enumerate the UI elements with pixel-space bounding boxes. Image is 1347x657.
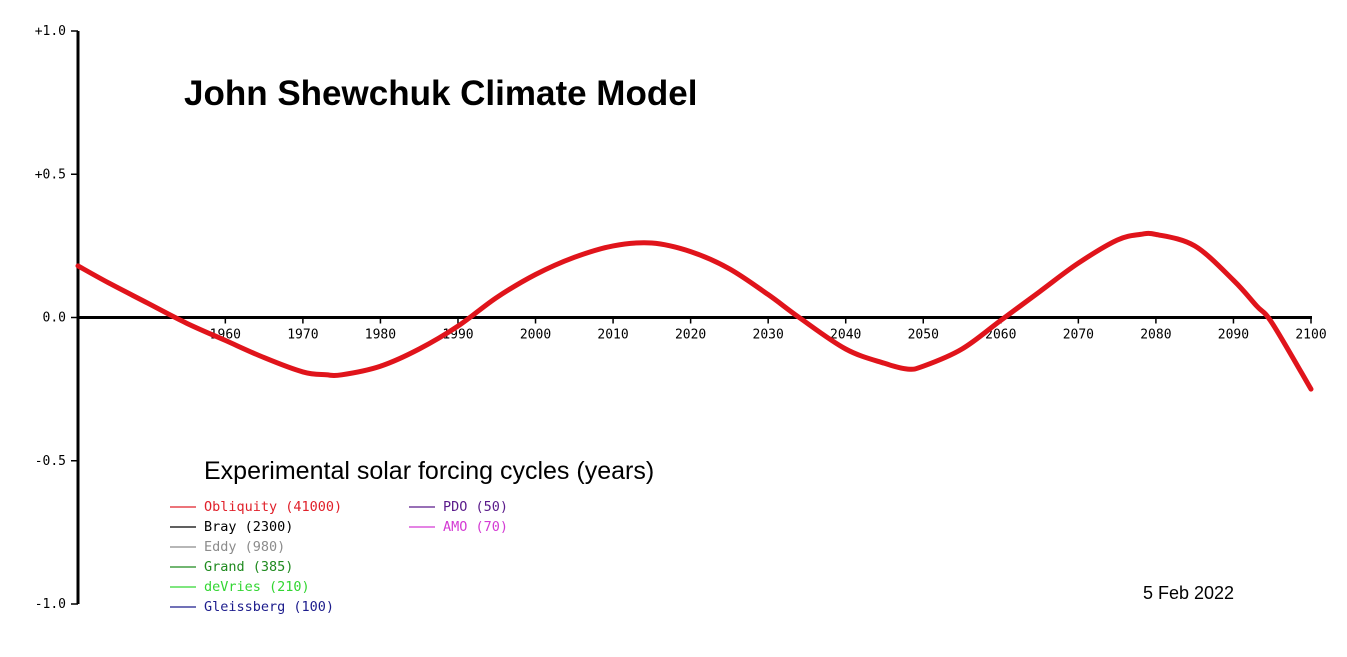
y-tick-label: +1.0: [35, 24, 66, 39]
legend-entry: Grand (385): [204, 559, 293, 575]
x-tick-label: 1980: [365, 328, 396, 343]
x-tick-label: 2010: [597, 328, 628, 343]
legend-entry: deVries (210): [204, 579, 310, 595]
x-tick-label: 2030: [753, 328, 784, 343]
legend-entry: Bray (2300): [204, 519, 293, 535]
legend-entry: PDO (50): [443, 499, 508, 515]
series-layer: [75, 230, 1314, 392]
legend-title: Experimental solar forcing cycles (years…: [204, 457, 654, 485]
y-tick-label: -1.0: [35, 597, 66, 612]
legend-entry: Obliquity (41000): [204, 499, 342, 515]
x-tick-label: 2100: [1295, 328, 1326, 343]
x-tick-label: 1970: [287, 328, 318, 343]
date-label: 5 Feb 2022: [1143, 583, 1234, 603]
y-tick-label: +0.5: [35, 167, 66, 182]
y-tick-label: 0.0: [43, 311, 66, 326]
legend-entry: Eddy (980): [204, 539, 285, 555]
x-tick-label: 2000: [520, 328, 551, 343]
x-tick-label: 2070: [1063, 328, 1094, 343]
legend: Obliquity (41000) Bray (2300) Eddy (980) Gr…: [170, 499, 508, 615]
series-line: [75, 230, 1314, 392]
legend-entry: AMO (70): [443, 519, 508, 535]
x-tick-label: 2020: [675, 328, 706, 343]
x-tick-label: 2040: [830, 328, 861, 343]
x-tick-label: 2050: [908, 328, 939, 343]
chart-title: John Shewchuk Climate Model: [184, 74, 697, 113]
x-tick-label: 2080: [1140, 328, 1171, 343]
legend-entry: Gleissberg (100): [204, 599, 334, 615]
y-tick-label: -0.5: [35, 454, 66, 469]
x-tick-label: 2060: [985, 328, 1016, 343]
x-tick-label: 2090: [1218, 328, 1249, 343]
